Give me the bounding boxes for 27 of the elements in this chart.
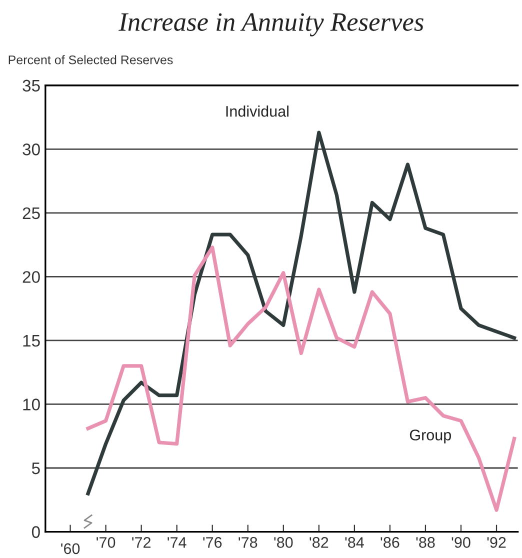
- y-tick-label: 35: [22, 80, 40, 92]
- x-tick-label: '82: [310, 537, 328, 548]
- x-tick-label: '84: [345, 537, 364, 548]
- x-tick-label: '76: [203, 537, 222, 548]
- text: '60: [61, 543, 80, 554]
- x-tick-label: '70: [96, 537, 116, 548]
- x-tick-label: '74: [168, 537, 186, 548]
- x-tick-label: '80: [274, 537, 293, 548]
- x-tick-label: '72: [132, 537, 151, 548]
- series-label: Group: [410, 430, 451, 444]
- x-tick-label: '92: [487, 537, 506, 548]
- y-tick-label: 30: [22, 144, 40, 156]
- y-axis-title: Percent of Selected Reserves: [8, 55, 173, 64]
- y-tick-label: 10: [23, 398, 40, 410]
- text: Individual: [226, 106, 288, 117]
- x-tick-label: '78: [238, 537, 258, 548]
- y-tick-label: 25: [22, 207, 40, 220]
- x-tick-label: '90: [452, 537, 470, 548]
- y-tick-label: 0: [32, 526, 40, 538]
- x-tick-label: '88: [416, 537, 435, 548]
- y-tick-label: 15: [23, 335, 40, 347]
- y-tick-label: 5: [32, 462, 40, 474]
- x-tick-label: '86: [380, 537, 400, 548]
- chart-title: Increase in Annuity Reserves: [118, 13, 424, 36]
- line-series: [86, 130, 516, 496]
- y-tick-label: 20: [22, 271, 40, 283]
- line-series: [86, 246, 516, 512]
